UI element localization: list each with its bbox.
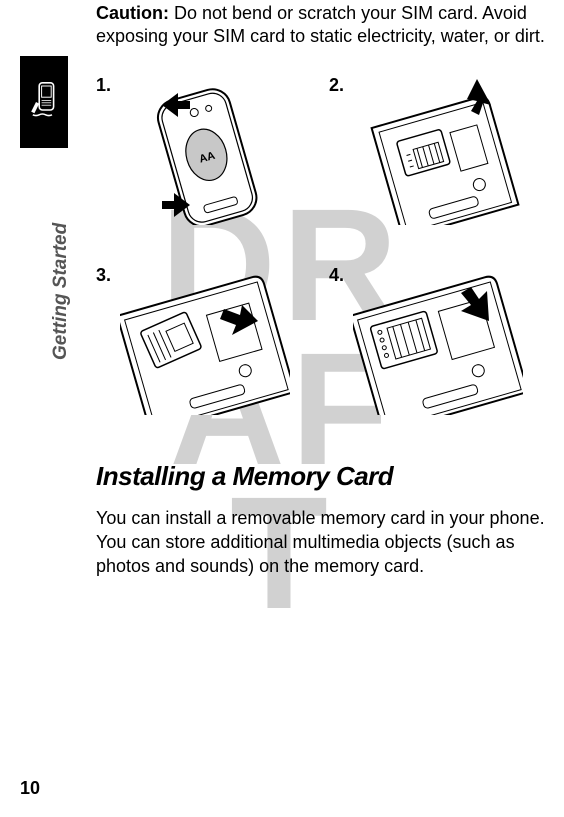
step-2: 2. bbox=[329, 75, 552, 225]
step-1-illustration: AA bbox=[120, 75, 290, 225]
page-content: Caution: Do not bend or scratch your SIM… bbox=[96, 2, 552, 579]
step-number: 4. bbox=[329, 265, 347, 286]
section-heading: Installing a Memory Card bbox=[96, 461, 552, 492]
step-number: 1. bbox=[96, 75, 114, 96]
step-2-illustration bbox=[353, 75, 523, 225]
step-1: 1. AA bbox=[96, 75, 319, 225]
phone-write-icon bbox=[28, 77, 60, 127]
section-body: You can install a removable memory card … bbox=[96, 506, 552, 579]
step-4-illustration bbox=[353, 265, 523, 415]
sidebar-section-label: Getting Started bbox=[50, 223, 72, 360]
steps-grid: 1. AA 2. bbox=[96, 75, 552, 415]
step-3-illustration bbox=[120, 265, 290, 415]
caution-label: Caution: bbox=[96, 3, 169, 23]
caution-paragraph: Caution: Do not bend or scratch your SIM… bbox=[96, 2, 552, 49]
step-number: 3. bbox=[96, 265, 114, 286]
sidebar-tab bbox=[20, 56, 68, 148]
page-number: 10 bbox=[20, 778, 40, 799]
step-number: 2. bbox=[329, 75, 347, 96]
step-4: 4. bbox=[329, 265, 552, 415]
step-3: 3. bbox=[96, 265, 319, 415]
